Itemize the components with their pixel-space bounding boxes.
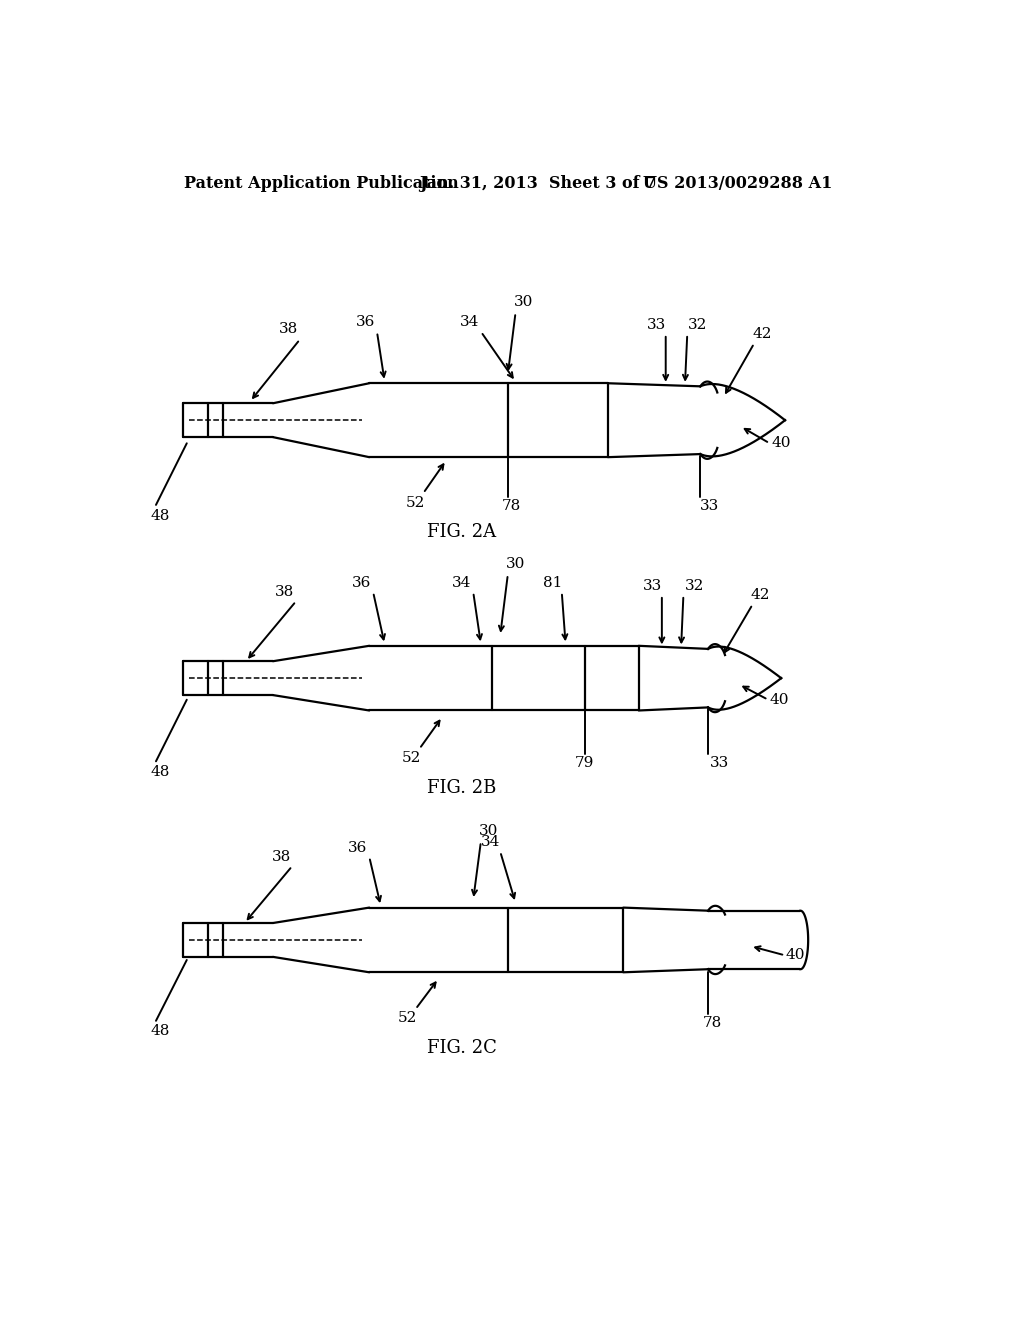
Text: 32: 32 xyxy=(688,318,708,331)
Text: 36: 36 xyxy=(348,841,368,854)
Text: 78: 78 xyxy=(702,1016,722,1030)
Text: 30: 30 xyxy=(506,557,525,572)
Text: 36: 36 xyxy=(355,315,375,330)
Text: 42: 42 xyxy=(753,327,772,341)
Text: FIG. 2B: FIG. 2B xyxy=(427,779,497,797)
Text: 34: 34 xyxy=(452,576,471,590)
Text: 52: 52 xyxy=(402,751,421,766)
Text: 48: 48 xyxy=(151,1024,170,1038)
Text: 33: 33 xyxy=(643,578,663,593)
Text: 52: 52 xyxy=(406,495,425,510)
Text: 36: 36 xyxy=(352,576,372,590)
Text: 48: 48 xyxy=(151,766,170,779)
Text: 34: 34 xyxy=(481,836,501,849)
Text: 38: 38 xyxy=(279,322,298,337)
Text: FIG. 2C: FIG. 2C xyxy=(427,1039,497,1057)
Text: 42: 42 xyxy=(751,587,770,602)
Text: US 2013/0029288 A1: US 2013/0029288 A1 xyxy=(643,174,831,191)
Text: 30: 30 xyxy=(479,825,499,838)
Text: 33: 33 xyxy=(700,499,719,513)
Text: 30: 30 xyxy=(514,296,532,309)
Text: 34: 34 xyxy=(460,315,479,330)
Text: 40: 40 xyxy=(770,693,790,706)
Text: Jan. 31, 2013  Sheet 3 of 7: Jan. 31, 2013 Sheet 3 of 7 xyxy=(419,174,656,191)
Text: 81: 81 xyxy=(543,576,562,590)
Text: 78: 78 xyxy=(502,499,521,513)
Text: 33: 33 xyxy=(647,318,666,331)
Text: 33: 33 xyxy=(710,756,729,770)
Text: 38: 38 xyxy=(271,850,291,863)
Text: Patent Application Publication: Patent Application Publication xyxy=(184,174,459,191)
Text: 79: 79 xyxy=(575,756,595,770)
Text: 48: 48 xyxy=(151,510,170,524)
Text: 40: 40 xyxy=(771,437,791,450)
Text: 40: 40 xyxy=(785,948,805,962)
Text: FIG. 2A: FIG. 2A xyxy=(427,523,497,541)
Text: 38: 38 xyxy=(274,585,294,599)
Text: 52: 52 xyxy=(398,1011,418,1026)
Text: 32: 32 xyxy=(684,578,703,593)
